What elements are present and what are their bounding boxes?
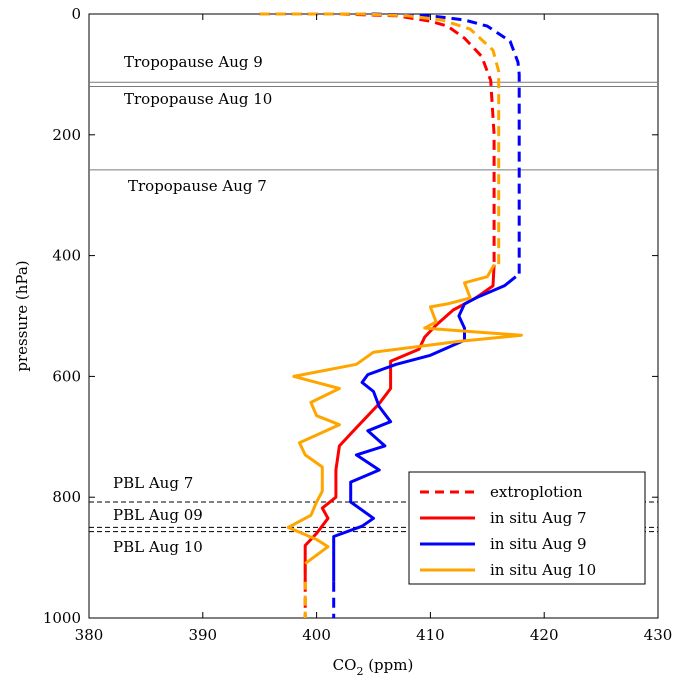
axis-ticks: 380 390 400 410 420 430 0 200 400 600 800 1000 <box>43 5 673 644</box>
y-tick-label: 0 <box>71 5 81 23</box>
tropopause-aug7-label: Tropopause Aug 7 <box>128 177 267 195</box>
series-line-8 <box>286 263 523 565</box>
x-tick-label: 380 <box>75 626 104 644</box>
y-tick-label: 400 <box>52 247 81 265</box>
y-axis-label: pressure (hPa) <box>13 260 31 371</box>
y-tick-label: 200 <box>52 126 81 144</box>
legend-box <box>408 471 646 585</box>
y-tick-label: 800 <box>52 488 81 506</box>
tropopause-aug9-label: Tropopause Aug 9 <box>124 53 263 71</box>
legend-label-1: in situ Aug 7 <box>490 509 587 527</box>
x-tick-label: 430 <box>644 626 673 644</box>
tropopause-aug10-label: Tropopause Aug 10 <box>124 90 272 108</box>
legend-label-2: in situ Aug 9 <box>490 535 587 553</box>
x-tick-label: 400 <box>302 626 331 644</box>
pbl-aug7-label: PBL Aug 7 <box>113 474 193 492</box>
legend-label-0: extroplotion <box>490 483 583 501</box>
legend: extroplotion in situ Aug 7 in situ Aug 9 in… <box>408 471 646 585</box>
x-axis-label: CO2 (ppm) <box>333 656 414 678</box>
x-tick-label: 390 <box>188 626 217 644</box>
series-line-2 <box>259 12 501 268</box>
y-tick-label: 1000 <box>43 609 81 627</box>
legend-label-3: in situ Aug 10 <box>490 561 596 579</box>
pbl-aug10-label: PBL Aug 10 <box>113 538 203 556</box>
series-line-7 <box>332 275 517 582</box>
x-tick-label: 410 <box>416 626 445 644</box>
y-tick-label: 600 <box>52 367 81 385</box>
pbl-aug09-label: PBL Aug 09 <box>113 506 203 524</box>
x-tick-label: 420 <box>530 626 559 644</box>
data-series <box>259 12 523 618</box>
